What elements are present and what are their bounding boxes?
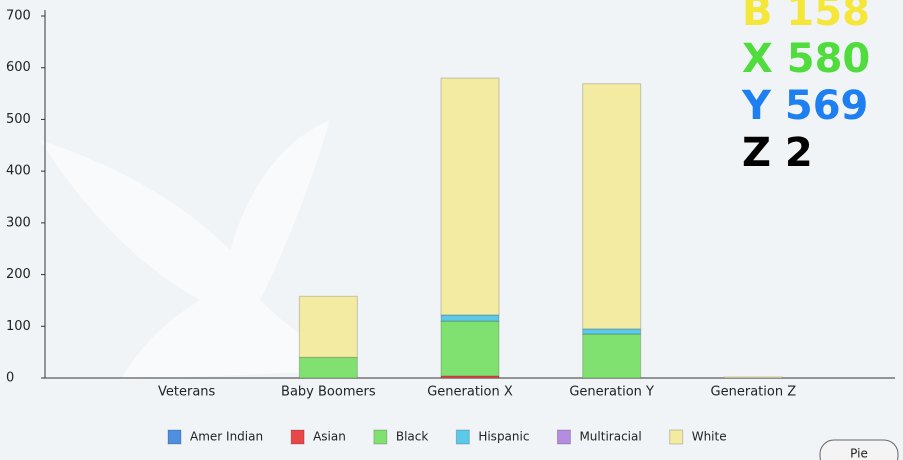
y-tick-label: 600 [6, 60, 31, 75]
x-tick-label: Generation Y [569, 385, 654, 400]
annotation: Y 569 [741, 83, 868, 129]
bar-segment [582, 328, 642, 335]
legend-label: Asian [313, 430, 346, 444]
bar-segment [582, 83, 642, 330]
legend-swatch [290, 429, 305, 445]
legend-label: Amer Indian [190, 430, 263, 444]
bar-segment [723, 376, 783, 379]
x-tick-label: Veterans [158, 385, 216, 400]
bar-segment [440, 77, 500, 316]
legend-label: Multiracial [579, 430, 641, 444]
pie-button-label: Pie [850, 447, 868, 460]
y-tick-label: 0 [6, 371, 14, 386]
legend-label: Hispanic [478, 430, 529, 444]
y-tick-label: 100 [6, 319, 31, 334]
y-tick-label: 500 [6, 112, 31, 127]
bar-segment [582, 333, 642, 379]
legend-swatch [455, 429, 470, 445]
legend-swatch [373, 429, 388, 445]
bar-segment [298, 356, 358, 379]
legend-swatch [167, 429, 182, 445]
legend-swatch [669, 429, 684, 445]
y-tick-label: 300 [6, 215, 31, 230]
annotation: X 580 [742, 36, 870, 82]
y-tick-label: 700 [6, 9, 31, 24]
legend-swatch [556, 429, 571, 445]
bar-segment [298, 295, 358, 358]
x-tick-label: Baby Boomers [281, 385, 376, 400]
annotation: B 158 [742, 0, 870, 35]
annotation: Z 2 [742, 130, 813, 176]
pie-button[interactable] [819, 439, 899, 460]
y-tick-label: 400 [6, 164, 31, 179]
x-tick-label: Generation Z [711, 385, 797, 400]
bar-segment [440, 314, 500, 322]
watermark [40, 120, 360, 380]
legend-label: Black [396, 430, 429, 444]
legend-label: White [692, 430, 727, 444]
y-tick-label: 200 [6, 267, 31, 282]
bar-segment [440, 320, 500, 377]
x-tick-label: Generation X [427, 385, 513, 400]
